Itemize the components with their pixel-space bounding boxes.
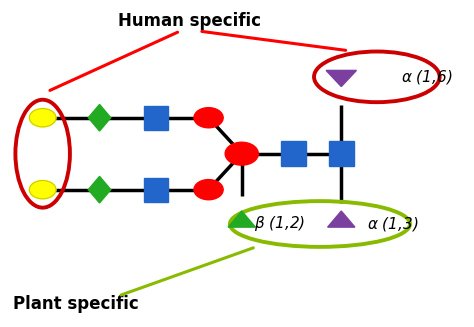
Polygon shape: [88, 104, 111, 131]
Text: Human specific: Human specific: [118, 12, 261, 30]
Ellipse shape: [29, 181, 56, 199]
Bar: [145, 106, 168, 130]
Ellipse shape: [29, 109, 56, 127]
Polygon shape: [228, 211, 255, 227]
Ellipse shape: [194, 180, 223, 200]
Text: $\alpha$ (1,6): $\alpha$ (1,6): [401, 68, 452, 86]
Ellipse shape: [194, 108, 223, 128]
Bar: [328, 141, 354, 166]
Text: $\alpha$ (1,3): $\alpha$ (1,3): [367, 215, 419, 233]
Bar: [145, 178, 168, 202]
Text: Plant specific: Plant specific: [13, 295, 139, 313]
Ellipse shape: [225, 142, 258, 165]
Polygon shape: [88, 176, 111, 203]
Text: $\beta$ (1,2): $\beta$ (1,2): [254, 215, 305, 233]
Polygon shape: [328, 211, 355, 227]
Polygon shape: [326, 70, 356, 87]
Bar: [281, 141, 307, 166]
